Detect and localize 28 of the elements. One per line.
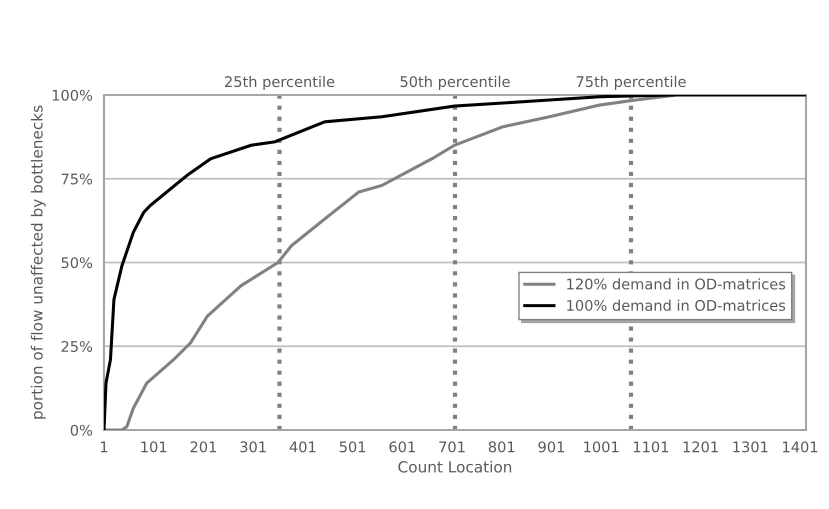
- y-tick-label: 50%: [62, 257, 92, 268]
- x-tick-label: 1101: [634, 441, 668, 452]
- x-tick-label: 301: [240, 441, 266, 452]
- x-tick-label: 1001: [584, 441, 618, 452]
- x-tick-label: 1201: [684, 441, 718, 452]
- x-tick-label: 101: [141, 441, 166, 452]
- y-tick-label: 100%: [52, 90, 92, 101]
- y-tick-label: 75%: [62, 173, 92, 184]
- x-tick-label: 701: [439, 441, 465, 452]
- ref-line-label: 75th percentile: [576, 76, 686, 90]
- y-axis-title: portion of flow unaffected by bottlenecks: [30, 106, 46, 419]
- x-tick-label: 501: [340, 441, 366, 452]
- legend-label: 120% demand in OD-matrices: [567, 278, 786, 290]
- ref-line-label: 25th percentile: [225, 76, 334, 90]
- x-axis-title: Count Location: [398, 460, 512, 473]
- y-tick-label: 25%: [62, 340, 92, 352]
- x-tick-label: 1301: [733, 441, 768, 452]
- x-tick-label: 601: [389, 441, 415, 452]
- y-tick-label: 0%: [70, 424, 92, 436]
- x-tick-label: 1: [100, 442, 108, 452]
- line-series: [104, 95, 806, 430]
- x-tick-label: 901: [538, 441, 564, 452]
- legend-label: 100% demand in OD-matrices: [567, 300, 786, 311]
- x-tick-label: 1401: [783, 441, 818, 452]
- ref-line-label: 50th percentile: [400, 76, 510, 90]
- x-tick-label: 201: [190, 441, 216, 452]
- x-tick-label: 801: [488, 441, 514, 452]
- x-tick-label: 401: [290, 441, 316, 452]
